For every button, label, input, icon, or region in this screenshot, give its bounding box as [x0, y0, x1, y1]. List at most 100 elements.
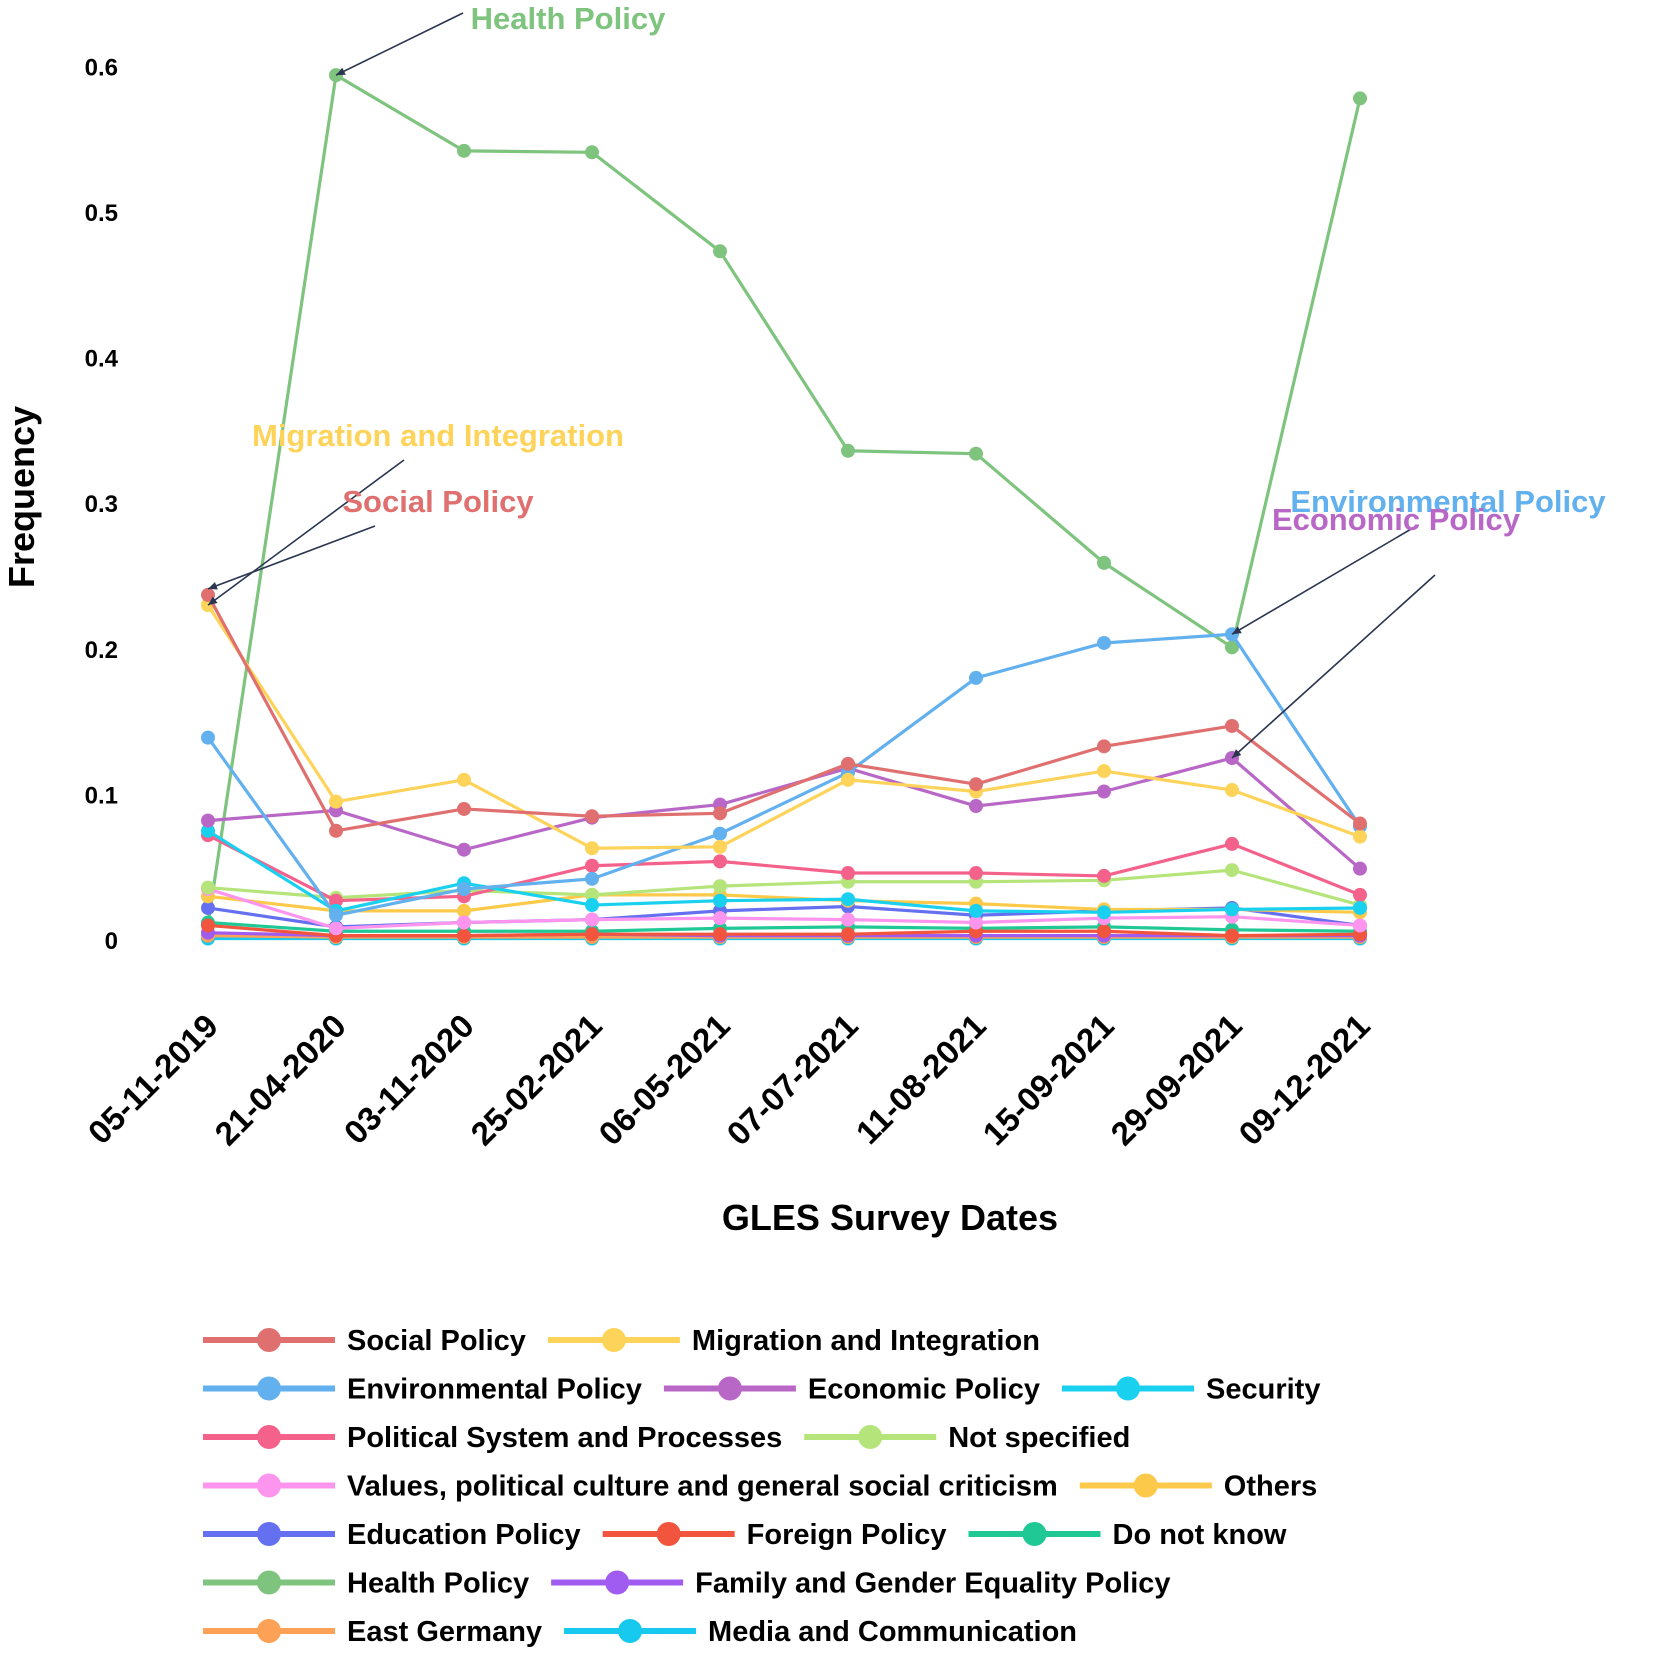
- data-point: [969, 446, 983, 461]
- data-point: [329, 893, 343, 908]
- data-point: [201, 900, 215, 915]
- x-tick-label: 11-08-2021: [849, 1007, 993, 1151]
- x-tick-label: 09-12-2021: [1231, 1007, 1377, 1153]
- annotation-arrow: [207, 459, 405, 606]
- data-point: [1225, 640, 1239, 655]
- legend-marker: [618, 1619, 643, 1643]
- y-axis-ticks: 0 0.1 0.2 0.3 0.4 0.5 0.6: [85, 54, 119, 955]
- legend-item: Media and Communication: [564, 1616, 1077, 1648]
- legend: Social Policy Migration and Integration En…: [203, 1325, 1320, 1648]
- annotation-arrow: [207, 525, 376, 590]
- data-point: [457, 801, 471, 816]
- legend-marker: [257, 1619, 281, 1643]
- series-line: [207, 920, 1361, 933]
- data-point: [201, 730, 215, 745]
- data-point: [841, 927, 855, 942]
- y-tick-label: 0.3: [85, 491, 118, 518]
- x-tick-label: 29-09-2021: [1103, 1007, 1249, 1153]
- legend-label: Media and Communication: [708, 1616, 1077, 1648]
- legend-marker: [257, 1570, 281, 1595]
- data-point: [1225, 836, 1239, 851]
- data-point: [1097, 924, 1111, 939]
- data-point: [457, 928, 471, 943]
- data-point: [1353, 918, 1367, 933]
- data-point: [841, 443, 855, 458]
- data-point: [1225, 928, 1239, 943]
- data-point: [841, 772, 855, 787]
- legend-marker: [601, 1328, 626, 1352]
- data-point: [1097, 868, 1111, 883]
- data-point: [201, 587, 215, 602]
- legend-marker: [257, 1473, 281, 1498]
- annotation-label: Economic Policy: [1272, 502, 1521, 537]
- legend-item: Political System and Processes: [203, 1422, 782, 1454]
- x-tick-label: 03-11-2020: [337, 1007, 481, 1151]
- series-line: [206, 73, 1362, 925]
- legend-item: Values, political culture and general so…: [203, 1471, 1058, 1503]
- legend-label: Family and Gender Equality Policy: [695, 1568, 1170, 1600]
- legend-item: Family and Gender Equality Policy: [551, 1568, 1171, 1600]
- y-tick-label: 0.2: [85, 637, 118, 664]
- legend-label: East Germany: [347, 1616, 542, 1648]
- legend-label: Values, political culture and general so…: [347, 1471, 1058, 1503]
- series-line: [207, 868, 1361, 907]
- legend-label: Foreign Policy: [747, 1519, 947, 1551]
- legend-item: Do not know: [968, 1519, 1287, 1551]
- y-tick-label: 0.4: [85, 346, 119, 373]
- x-axis-ticks: 05-11-201921-04-202003-11-202025-02-2021…: [81, 1007, 1377, 1153]
- data-point: [585, 912, 599, 927]
- legend-label: Not specified: [948, 1422, 1130, 1454]
- legend-item: East Germany: [203, 1616, 542, 1648]
- legend-item: Migration and Integration: [547, 1325, 1040, 1357]
- x-tick-label: 21-04-2020: [207, 1007, 353, 1153]
- series-economic-policy: [201, 751, 1367, 876]
- data-point: [457, 903, 471, 918]
- series-line: [206, 594, 1361, 833]
- series-not-specified: [201, 863, 1367, 913]
- data-point: [1353, 829, 1367, 844]
- data-point: [1097, 905, 1111, 920]
- data-point: [457, 143, 471, 158]
- data-point: [1225, 863, 1239, 878]
- annotation-label: Health Policy: [471, 1, 666, 36]
- annotation-arrow: [335, 12, 464, 76]
- series-line: [207, 887, 1361, 930]
- data-point: [841, 866, 855, 881]
- data-point: [585, 858, 599, 873]
- data-point: [329, 823, 343, 838]
- legend-item: Education Policy: [203, 1519, 581, 1551]
- data-point: [329, 794, 343, 809]
- data-point: [1097, 635, 1111, 650]
- data-point: [457, 915, 471, 930]
- x-tick-label: 07-07-2021: [719, 1007, 865, 1153]
- legend-marker: [1022, 1522, 1047, 1546]
- data-point: [1353, 816, 1367, 831]
- legend-label: Health Policy: [347, 1568, 529, 1600]
- series-environmental-policy: [201, 627, 1367, 923]
- data-point: [1097, 555, 1111, 570]
- data-point: [969, 866, 983, 881]
- legend-label: Education Policy: [347, 1519, 581, 1551]
- data-point: [1353, 91, 1367, 106]
- annotation-label: Social Policy: [342, 484, 534, 519]
- data-point: [329, 908, 343, 923]
- data-point: [841, 912, 855, 927]
- x-tick-label: 05-11-2019: [81, 1007, 225, 1151]
- legend-marker: [656, 1522, 681, 1546]
- x-tick-label: 06-05-2021: [591, 1007, 737, 1153]
- y-axis-label: Frequency: [1, 406, 42, 588]
- series-line: [207, 829, 1361, 914]
- annotation-label: Environmental Policy: [1290, 484, 1606, 519]
- legend-item: Environmental Policy: [203, 1374, 642, 1406]
- data-point: [841, 756, 855, 771]
- legend-label: Security: [1206, 1374, 1320, 1406]
- series-migration-and-integration: [201, 598, 1367, 856]
- legend-label: Migration and Integration: [692, 1325, 1040, 1357]
- data-point: [201, 823, 215, 838]
- data-point: [585, 871, 599, 886]
- data-point: [457, 882, 471, 897]
- legend-item: Others: [1079, 1471, 1317, 1503]
- series-line: [207, 756, 1362, 870]
- x-tick-label: 15-09-2021: [975, 1007, 1121, 1153]
- annotation-arrow: [1231, 574, 1436, 759]
